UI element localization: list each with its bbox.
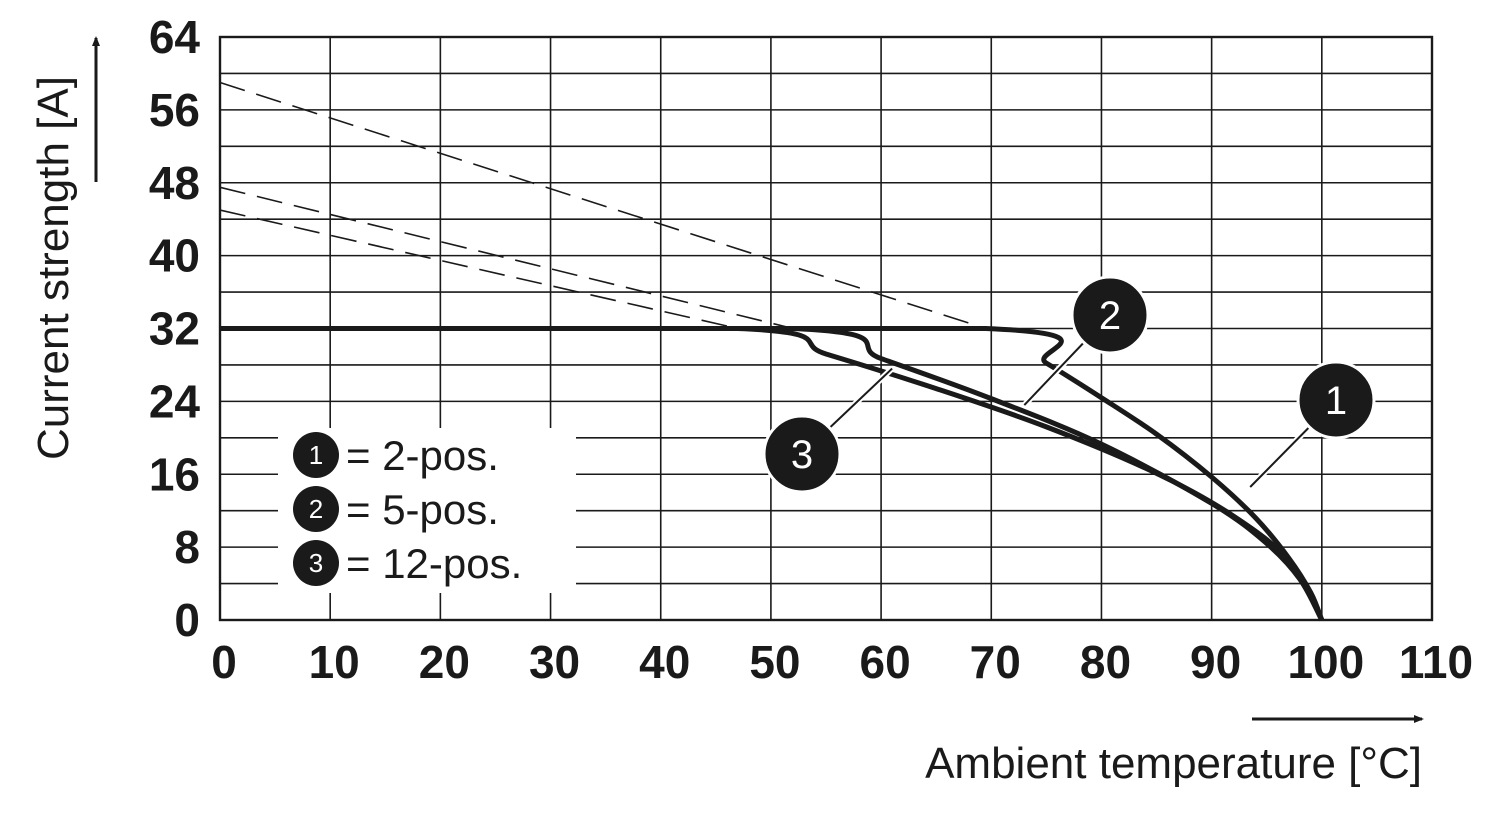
legend-badge: [293, 540, 339, 586]
legend-badge: [293, 486, 339, 532]
x-tick-label: 60: [860, 636, 911, 688]
y-tick-label: 64: [149, 11, 201, 63]
y-axis-label: Current strength [A]: [29, 76, 78, 460]
legend: 1 = 2-pos. 2 = 5-pos. 3 = 12-pos.: [278, 428, 576, 593]
x-tick-label: 10: [309, 636, 360, 688]
plot-border: [218, 35, 1434, 622]
x-tick-labels: 0 10 20 30 40 50 60 70 80 90 100 110: [211, 636, 1473, 688]
legend-badge-label: 3: [309, 548, 323, 578]
callouts: 1 2 3: [762, 275, 1376, 494]
dashed-line-1: [219, 81, 987, 330]
callout-badge-3: [762, 414, 842, 494]
x-tick-label: 20: [419, 636, 470, 688]
x-tick-label: 90: [1190, 636, 1241, 688]
x-tick-label: 100: [1287, 636, 1364, 688]
legend-item: 1 = 2-pos.: [293, 432, 499, 479]
dashed-extensions: [219, 81, 987, 330]
callout-badge-label: 3: [791, 433, 813, 477]
x-tick-label: 40: [639, 636, 690, 688]
legend-badge-label: 1: [309, 440, 323, 470]
callout-badge-label: 2: [1099, 294, 1121, 338]
callout-badge-1: [1296, 360, 1376, 440]
legend-item: 2 = 5-pos.: [293, 486, 499, 533]
y-tick-label: 32: [149, 303, 200, 355]
x-axis-label: Ambient temperature [°C]: [925, 739, 1422, 788]
plot-frame: [218, 35, 1434, 622]
curve-3: [220, 326, 1325, 622]
legend-label: = 2-pos.: [346, 432, 499, 479]
curve-2: [220, 326, 1325, 622]
legend-label: = 5-pos.: [346, 486, 499, 533]
y-tick-label: 40: [149, 230, 200, 282]
curves: [220, 326, 1325, 622]
callout-2: 2: [1022, 275, 1150, 408]
y-tick-label: 56: [149, 84, 200, 136]
callout-3: 3: [762, 366, 895, 494]
dashed-line-2: [219, 186, 794, 330]
x-tick-label: 30: [529, 636, 580, 688]
y-tick-labels: 0 8 16 24 32 40 48 56 64: [149, 11, 201, 646]
legend-item: 3 = 12-pos.: [293, 540, 522, 587]
callout-badge-2: [1070, 275, 1150, 355]
legend-badge-label: 2: [309, 494, 323, 524]
x-tick-label: 0: [211, 636, 237, 688]
callout-badge-label: 1: [1325, 379, 1347, 423]
y-tick-label: 0: [174, 594, 200, 646]
dashed-line-3: [219, 209, 739, 330]
x-tick-label: 110: [1399, 636, 1473, 688]
x-tick-label: 80: [1080, 636, 1131, 688]
callout-1: 1: [1248, 360, 1376, 490]
y-tick-label: 16: [149, 448, 200, 500]
y-tick-label: 48: [149, 157, 200, 209]
y-tick-label: 8: [174, 521, 200, 573]
y-tick-label: 24: [149, 375, 201, 427]
legend-badge: [293, 432, 339, 478]
legend-label: = 12-pos.: [346, 540, 522, 587]
x-tick-label: 70: [970, 636, 1021, 688]
x-tick-label: 50: [749, 636, 800, 688]
